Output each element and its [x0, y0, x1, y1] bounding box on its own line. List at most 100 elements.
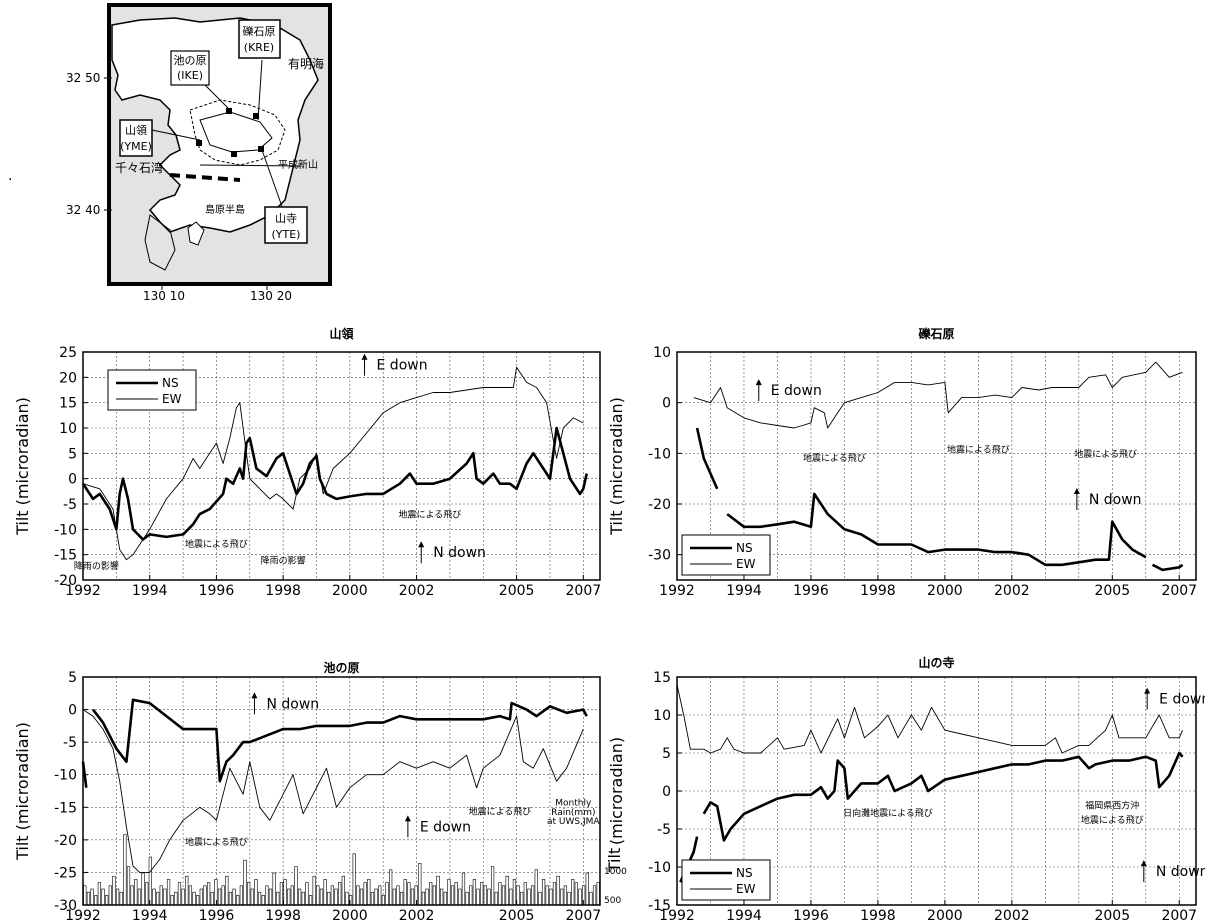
rain-bar	[592, 885, 597, 906]
x-tick-label: 1992	[65, 583, 101, 599]
rain-bar	[407, 882, 411, 906]
rain-bar	[159, 885, 163, 906]
rain-bar	[403, 879, 407, 906]
y-tick-label: -20	[648, 497, 671, 513]
series-line-ns	[91, 698, 588, 783]
annotation-text: N down	[433, 545, 486, 561]
y-tick-label: 25	[59, 345, 77, 361]
rain-bar	[261, 895, 265, 906]
rain-bar	[287, 888, 291, 906]
annotation-text: 地震による飛び	[803, 452, 866, 464]
y-tick-label: -10	[54, 522, 77, 538]
rain-bar	[494, 891, 498, 906]
rain-bar	[549, 888, 553, 906]
rain-bar	[480, 882, 484, 906]
x-tick-label: 2005	[499, 908, 535, 922]
x-tick-label: 1996	[793, 908, 829, 922]
annotation-text: N down	[1156, 864, 1205, 880]
rain-bar	[94, 895, 98, 906]
rain-bar	[516, 885, 520, 906]
rain-bar	[454, 882, 458, 906]
rain-bar	[290, 885, 294, 906]
y-tick-label: -10	[648, 446, 671, 462]
y-tick-label: -20	[54, 833, 77, 849]
annotation-text: 地震による飛び	[947, 443, 1010, 455]
x-tick-label: 1996	[793, 583, 829, 599]
chart-3: -30 -25 -20 -15 -10 -5 0 5 1992 1994 1996 1998 2000 2…	[13, 660, 627, 922]
rain-bar	[323, 879, 327, 906]
y-tick-label: 5	[662, 746, 671, 762]
annotation-arrowhead	[755, 379, 762, 386]
rain-bar	[83, 885, 87, 906]
series-line-ns	[1151, 563, 1184, 572]
annotation-text: 降雨の影響	[261, 554, 306, 566]
rain-bar	[123, 834, 127, 906]
rain-bar	[221, 885, 225, 906]
annotation-text: 地震による飛び	[469, 805, 532, 817]
x-tick-label: 1994	[132, 908, 168, 922]
rain-bar	[312, 875, 316, 906]
x-tick-label: 2000	[332, 583, 368, 599]
y-tick-label: 10	[653, 345, 671, 361]
x-tick-label: 1992	[659, 908, 695, 922]
rain-bar	[458, 888, 462, 906]
x-tick-label: 2005	[499, 583, 535, 599]
rain-bar	[356, 885, 360, 906]
rain-bar	[228, 891, 233, 906]
chart-title: 池の原	[323, 660, 359, 675]
x-tick-label: 1996	[199, 583, 235, 599]
annotation-text: 地震による飛び	[185, 538, 248, 550]
rain-bar	[418, 863, 422, 906]
x-tick-label: 2007	[1161, 583, 1197, 599]
rain-bar	[545, 885, 549, 906]
rain-bar	[90, 888, 94, 906]
rain-bar	[370, 891, 375, 906]
rain-bar	[283, 879, 287, 906]
rain-bar	[177, 882, 182, 906]
series-line-ew	[82, 709, 584, 873]
x-tick-label: 1998	[265, 583, 301, 599]
lat-label-32-50: 32 50	[66, 71, 100, 85]
rain-bar	[381, 895, 385, 906]
legend-label: NS	[162, 376, 179, 390]
rain-bar	[196, 895, 200, 906]
rain-bar	[239, 885, 243, 906]
series-line-ns	[695, 427, 719, 490]
y-tick-label: -25	[54, 865, 77, 881]
station-ike-code: (IKE)	[177, 69, 203, 82]
rain-bar	[541, 879, 546, 906]
rain-bar	[469, 885, 473, 906]
rain-bar	[330, 885, 335, 906]
y-tick-label: 15	[653, 670, 671, 686]
x-tick-label: 2002	[994, 583, 1030, 599]
y-tick-label: -5	[63, 735, 77, 751]
x-tick-label: 1992	[659, 583, 695, 599]
rain-bar	[156, 891, 160, 906]
series-line-ew	[676, 684, 1184, 754]
y-tick-label: 0	[68, 472, 77, 488]
rain-bar	[345, 891, 349, 906]
rain-bar	[145, 882, 149, 906]
rain-bar	[487, 888, 491, 906]
rain-bar	[552, 882, 557, 906]
y-tick-label: 15	[59, 396, 77, 412]
rain-bar	[203, 885, 207, 906]
y-tick-label: 10	[653, 708, 671, 724]
y-tick-label: 5	[68, 446, 77, 462]
annotation-arrowhead	[1073, 488, 1080, 494]
series-line-ns	[81, 761, 88, 788]
chart-2: -30 -20 -10 0 10 1992 1994 1996 1998 2000 2002 2005…	[607, 326, 1197, 599]
rain-bar	[567, 891, 571, 906]
rain-bar	[294, 866, 298, 906]
y-tick-label: -5	[657, 822, 671, 838]
y2-axis-label: Tilt	[605, 848, 624, 873]
rain-bar	[436, 875, 440, 906]
annotation-arrowhead	[418, 541, 425, 548]
chart-title: 山の寺	[918, 655, 954, 670]
annotation-text: E down	[1159, 692, 1205, 708]
island-interior	[189, 99, 286, 166]
rain-bar	[254, 879, 258, 906]
rain-bar	[250, 888, 254, 906]
rain-bar	[523, 882, 527, 906]
rain-bar	[410, 888, 415, 906]
